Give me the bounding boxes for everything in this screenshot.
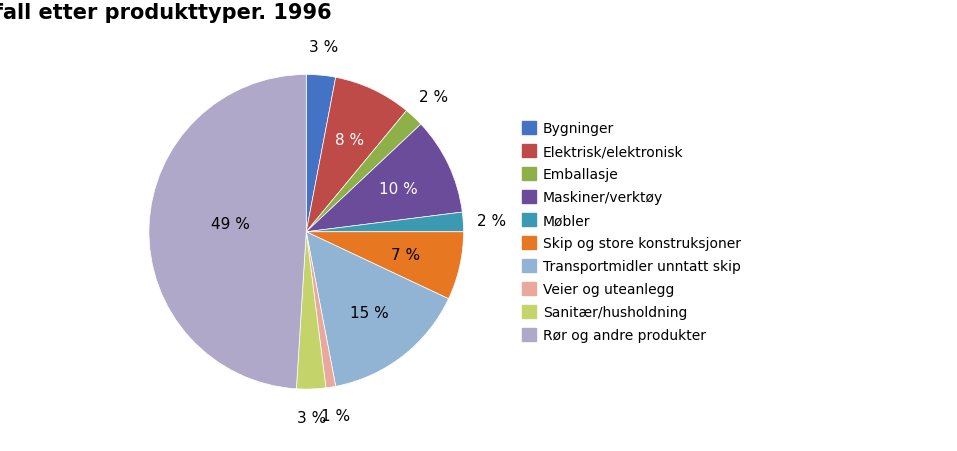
Legend: Bygninger, Elektrisk/elektronisk, Emballasje, Maskiner/verktøy, Møbler, Skip og : Bygninger, Elektrisk/elektronisk, Emball… — [518, 118, 745, 347]
Wedge shape — [306, 232, 336, 388]
Wedge shape — [149, 75, 306, 389]
Text: Metallavfall etter produkttyper. 1996: Metallavfall etter produkttyper. 1996 — [0, 4, 332, 23]
Text: 3 %: 3 % — [298, 410, 326, 425]
Text: 15 %: 15 % — [349, 305, 389, 320]
Wedge shape — [306, 111, 421, 232]
Text: 2 %: 2 % — [419, 90, 448, 105]
Text: 10 %: 10 % — [379, 181, 418, 196]
Wedge shape — [306, 232, 463, 299]
Text: 1 %: 1 % — [321, 408, 350, 423]
Text: 49 %: 49 % — [211, 217, 250, 232]
Wedge shape — [306, 125, 462, 232]
Wedge shape — [297, 232, 326, 389]
Wedge shape — [306, 232, 449, 387]
Wedge shape — [306, 78, 407, 232]
Wedge shape — [306, 212, 463, 232]
Text: 2 %: 2 % — [477, 213, 506, 228]
Text: 7 %: 7 % — [391, 247, 420, 262]
Wedge shape — [306, 75, 336, 232]
Text: 8 %: 8 % — [335, 133, 365, 147]
Text: 3 %: 3 % — [309, 41, 339, 55]
